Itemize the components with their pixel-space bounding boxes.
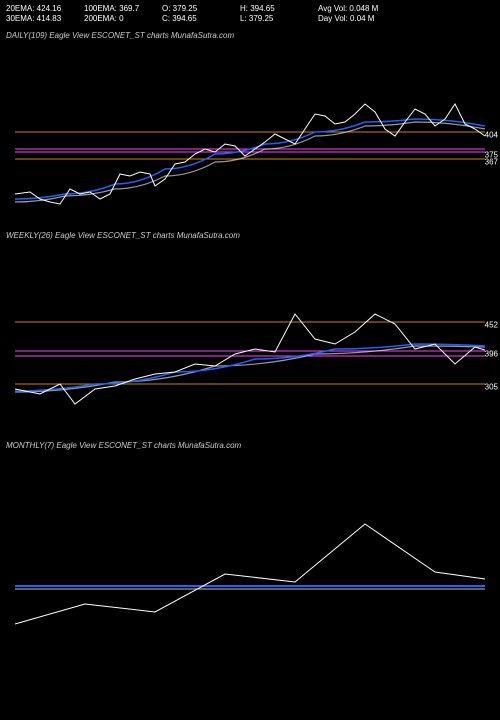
level-label: 404 — [485, 130, 498, 139]
ema100-stat: 100EMA: 369.7 — [84, 4, 144, 14]
chart-svg — [0, 44, 500, 224]
chart-panel-1: WEEKLY(26) Eagle View ESCONET_ST charts … — [0, 227, 500, 437]
ema30-stat: 30EMA: 414.83 — [6, 14, 66, 24]
price-line — [15, 524, 485, 624]
level-label: 452 — [485, 320, 498, 329]
high-stat: H: 394.65 — [240, 4, 300, 14]
chart-panel-2: MONTHLY(7) Eagle View ESCONET_ST charts … — [0, 437, 500, 647]
level-label: 367 — [485, 157, 498, 166]
chart-panel-0: DAILY(109) Eagle View ESCONET_ST charts … — [0, 27, 500, 227]
price-line — [15, 314, 485, 404]
ema20-stat: 20EMA: 424.16 — [6, 4, 66, 14]
close-stat: C: 394.65 — [162, 14, 222, 24]
level-label: 305 — [485, 382, 498, 391]
header-stats: 20EMA: 424.16 100EMA: 369.7 O: 379.25 H:… — [0, 0, 500, 27]
avgvol-stat: Avg Vol: 0.048 M — [318, 4, 378, 14]
stats-row-2: 30EMA: 414.83 200EMA: 0 C: 394.65 L: 379… — [6, 14, 494, 24]
chart-title: MONTHLY(7) Eagle View ESCONET_ST charts … — [0, 437, 500, 454]
low-stat: L: 379.25 — [240, 14, 300, 24]
level-label: 396 — [485, 349, 498, 358]
ema-line-2 — [15, 122, 485, 202]
chart-svg — [0, 244, 500, 434]
charts-container: DAILY(109) Eagle View ESCONET_ST charts … — [0, 27, 500, 647]
chart-svg — [0, 454, 500, 644]
open-stat: O: 379.25 — [162, 4, 222, 14]
stats-row-1: 20EMA: 424.16 100EMA: 369.7 O: 379.25 H:… — [6, 4, 494, 14]
ema200-stat: 200EMA: 0 — [84, 14, 144, 24]
dayvol-stat: Day Vol: 0.04 M — [318, 14, 378, 24]
chart-title: DAILY(109) Eagle View ESCONET_ST charts … — [0, 27, 500, 44]
chart-title: WEEKLY(26) Eagle View ESCONET_ST charts … — [0, 227, 500, 244]
